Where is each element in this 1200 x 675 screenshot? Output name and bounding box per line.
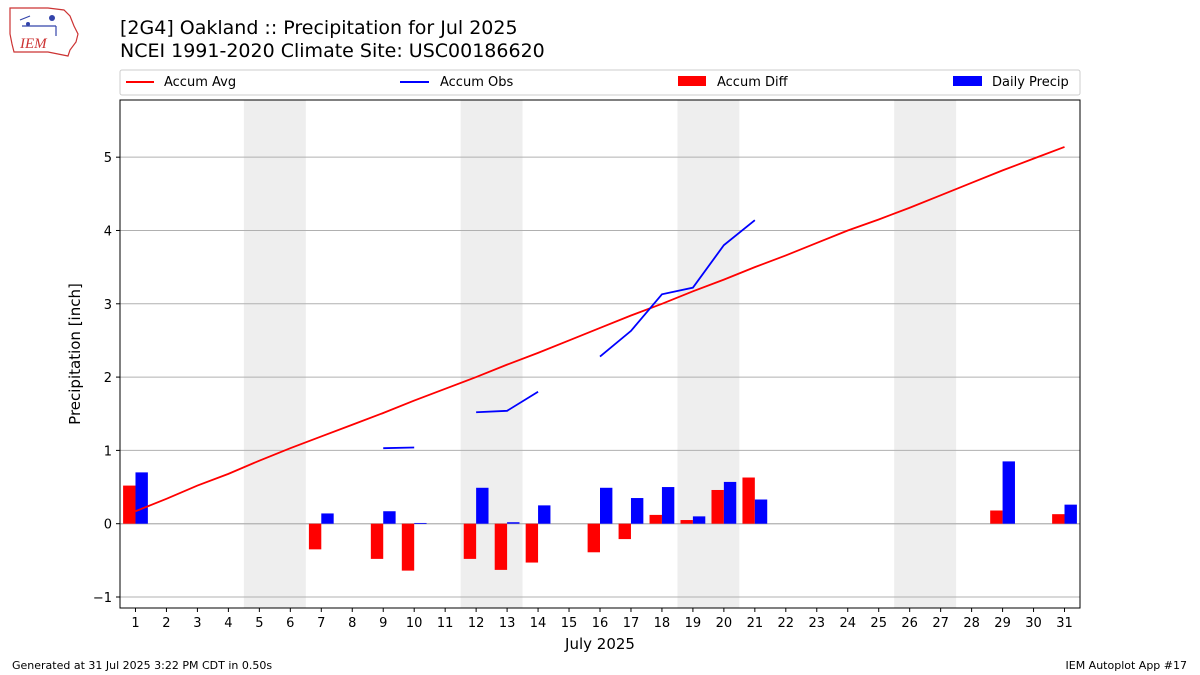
x-tick-label: 19 xyxy=(685,616,702,631)
generated-timestamp: Generated at 31 Jul 2025 3:22 PM CDT in … xyxy=(12,659,273,672)
legend-swatch-daily-precip xyxy=(953,76,982,86)
x-axis-label: July 2025 xyxy=(564,635,635,653)
x-tick-label: 26 xyxy=(901,616,918,631)
accum-avg-line xyxy=(135,146,1065,513)
daily-precip-bar xyxy=(1064,504,1077,524)
weekend-shade xyxy=(243,100,306,608)
legend-label-accum-diff: Accum Diff xyxy=(717,75,789,90)
legend: Accum Avg Accum Obs Accum Diff Daily Pre… xyxy=(119,69,1081,96)
legend-swatch-accum-diff xyxy=(678,76,706,86)
accum-diff-bar xyxy=(123,485,136,524)
x-tick-label: 12 xyxy=(468,616,485,631)
accum-diff-bar xyxy=(711,489,724,524)
legend-box xyxy=(119,69,1081,96)
daily-precip-bar xyxy=(476,487,489,524)
x-tick-label: 25 xyxy=(870,616,887,631)
daily-precip-bar xyxy=(600,487,613,524)
x-tick-label: 11 xyxy=(437,616,454,631)
y-tick-label: 0 xyxy=(104,518,112,533)
app-credit: IEM Autoplot App #17 xyxy=(1065,659,1188,672)
legend-label-accum-avg: Accum Avg xyxy=(164,75,236,90)
x-tick-label: 16 xyxy=(592,616,609,631)
x-tick-label: 4 xyxy=(224,616,232,631)
accum-diff-bar xyxy=(649,514,662,524)
legend-label-accum-obs: Accum Obs xyxy=(440,75,513,90)
daily-precip-bar xyxy=(692,516,706,524)
accum-obs-line xyxy=(599,219,756,358)
x-tick-label: 6 xyxy=(286,616,294,631)
daily-precip-bar xyxy=(754,499,768,524)
x-tick-label: 14 xyxy=(530,616,547,631)
y-tick-label: 5 xyxy=(104,151,112,166)
y-axis-label: Precipitation [inch] xyxy=(66,283,84,425)
daily-precip-bar xyxy=(507,522,520,524)
x-tick-label: 27 xyxy=(932,616,949,631)
x-tick-label: 29 xyxy=(994,616,1011,631)
x-tick-label: 17 xyxy=(623,616,640,631)
accum-diff-bar xyxy=(463,523,477,559)
accum-diff-bar xyxy=(401,523,415,571)
x-tick-label: 2 xyxy=(162,616,170,631)
daily-precip-bar xyxy=(383,511,396,524)
x-tick-label: 23 xyxy=(809,616,826,631)
daily-precip-bar xyxy=(321,513,334,524)
weekend-shade xyxy=(677,100,740,608)
chart-subtitle: NCEI 1991-2020 Climate Site: USC00186620 xyxy=(120,40,545,62)
accum-diff-bar xyxy=(680,520,693,524)
iem-logo: IEM xyxy=(9,7,79,57)
daily-precip-bar xyxy=(414,522,427,524)
y-tick-label: 2 xyxy=(104,371,112,386)
daily-precip-bar xyxy=(135,472,148,524)
accum-obs-line xyxy=(476,390,539,414)
chart-title: [2G4] Oakland :: Precipitation for Jul 2… xyxy=(120,17,518,39)
accum-diff-bar xyxy=(525,523,539,563)
x-tick-label: 31 xyxy=(1056,616,1073,631)
x-tick-label: 10 xyxy=(406,616,423,631)
x-tick-label: 28 xyxy=(963,616,980,631)
y-tick-label: −1 xyxy=(93,591,112,606)
x-tick-label: 15 xyxy=(561,616,578,631)
accum-diff-bar xyxy=(308,523,322,550)
accum-diff-bar xyxy=(742,477,755,524)
x-tick-label: 22 xyxy=(778,616,795,631)
x-tick-label: 13 xyxy=(499,616,516,631)
daily-precip-bar xyxy=(661,487,675,524)
accum-diff-bar xyxy=(1052,514,1065,524)
x-tick-label: 7 xyxy=(317,616,325,631)
logo-text: IEM xyxy=(19,36,48,52)
x-tick-label: 3 xyxy=(193,616,201,631)
x-tick-label: 18 xyxy=(654,616,671,631)
daily-precip-bar xyxy=(630,498,644,524)
accum-diff-bar xyxy=(587,523,600,553)
x-tick-label: 5 xyxy=(255,616,263,631)
x-tick-label: 30 xyxy=(1025,616,1042,631)
y-tick-label: 4 xyxy=(104,224,112,239)
accum-diff-bar xyxy=(370,523,384,559)
daily-precip-bar xyxy=(538,505,551,524)
x-tick-label: 21 xyxy=(747,616,764,631)
y-tick-label: 1 xyxy=(104,444,112,459)
accum-obs-line xyxy=(383,446,415,450)
weekend-shade xyxy=(894,100,957,608)
accum-diff-bar xyxy=(494,523,508,570)
y-tick-label: 3 xyxy=(104,298,112,313)
daily-precip-bar xyxy=(1002,461,1015,524)
x-tick-label: 20 xyxy=(716,616,733,631)
x-tick-label: 8 xyxy=(348,616,356,631)
legend-label-daily-precip: Daily Precip xyxy=(992,75,1069,90)
accum-diff-bar xyxy=(990,510,1003,524)
x-tick-label: 1 xyxy=(131,616,139,631)
x-tick-label: 9 xyxy=(379,616,387,631)
accum-diff-bar xyxy=(618,523,631,540)
x-tick-label: 24 xyxy=(839,616,856,631)
daily-precip-bar xyxy=(723,481,737,524)
